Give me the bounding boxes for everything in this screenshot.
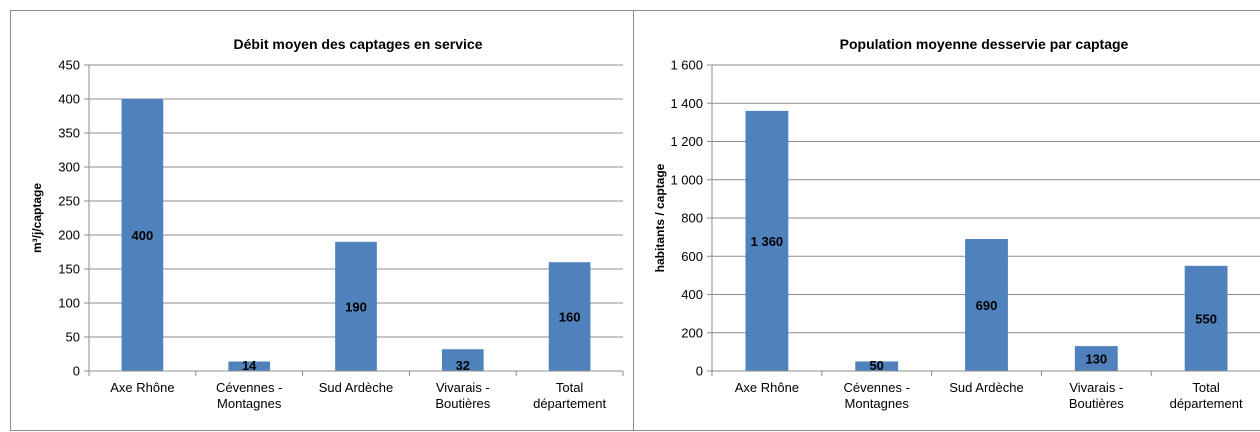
y-tick-label: 150 [58, 262, 80, 277]
bar-1 [855, 361, 899, 371]
y-axis-label: habitants / captage [653, 163, 667, 272]
chart-debit: Débit moyen des captages en service 0 50 10… [30, 36, 624, 411]
x-tick-label: Boutières [1069, 396, 1124, 411]
y-tick-label: 200 [681, 325, 703, 340]
x-tick-label: Vivarais - [1069, 380, 1123, 395]
y-tick-label: 400 [58, 92, 80, 107]
y-tick-label: 50 [66, 330, 80, 345]
y-tick-label: 350 [58, 126, 80, 141]
x-tick-label: Axe Rhône [110, 380, 174, 395]
y-tick-label: 1 000 [670, 172, 703, 187]
x-tick-label: département [533, 396, 606, 411]
y-tick-label: 1 400 [670, 96, 703, 111]
x-tick-label: Cévennes - [843, 380, 909, 395]
x-tick-label: Total [556, 380, 584, 395]
bar-0 [121, 99, 164, 371]
y-tick-label: 250 [58, 194, 80, 209]
bar-4 [1184, 265, 1228, 371]
chart-panel-population: Population moyenne desservie par captage… [633, 10, 1260, 431]
data-label: 32 [456, 358, 470, 373]
y-tick-label: 600 [681, 249, 703, 264]
x-tick-label: Sud Ardèche [319, 380, 393, 395]
bar-1 [228, 361, 271, 371]
y-tick-label: 0 [696, 364, 703, 379]
y-tick-label: 800 [681, 211, 703, 226]
data-label: 50 [869, 358, 883, 373]
x-tick-label: Cévennes - [216, 380, 282, 395]
data-label: 190 [345, 299, 367, 314]
y-tick-label: 300 [58, 160, 80, 175]
bar-3 [441, 349, 484, 371]
data-label: 130 [1085, 352, 1107, 367]
data-label: 160 [559, 310, 581, 325]
data-label: 550 [1195, 311, 1217, 326]
y-tick-label: 400 [681, 287, 703, 302]
bar-0 [745, 110, 789, 372]
y-tick-label: 1 200 [670, 134, 703, 149]
bar-3 [1074, 346, 1118, 371]
y-tick-label: 450 [58, 58, 80, 73]
y-tick-label: 200 [58, 228, 80, 243]
chart-title: Débit moyen des captages en service [234, 36, 483, 52]
x-tick-label: Vivarais - [436, 380, 490, 395]
x-tick-label: Montagnes [217, 396, 282, 411]
x-tick-label: Montagnes [845, 396, 910, 411]
x-tick-label: département [1170, 396, 1243, 411]
data-label: 690 [976, 298, 998, 313]
x-tick-label: Sud Ardèche [949, 380, 1023, 395]
data-label: 1 360 [751, 234, 784, 249]
y-axis-label: m³/j/captage [30, 183, 44, 253]
bar-4 [548, 262, 591, 371]
bar-2 [965, 239, 1008, 371]
data-label: 14 [242, 358, 257, 373]
chart-panel-debit: Débit moyen des captages en service 0 50 10… [10, 10, 634, 431]
x-tick-label: Total [1192, 380, 1220, 395]
data-label: 400 [132, 228, 154, 243]
chart-population: Population moyenne desservie par captage… [653, 36, 1260, 411]
y-tick-label: 100 [58, 296, 80, 311]
y-tick-label: 1 600 [670, 58, 703, 73]
bar-2 [335, 241, 377, 371]
x-tick-label: Axe Rhône [735, 380, 799, 395]
y-tick-label: 0 [73, 364, 80, 379]
x-tick-label: Boutières [435, 396, 490, 411]
chart-title: Population moyenne desservie par captage [840, 36, 1129, 52]
